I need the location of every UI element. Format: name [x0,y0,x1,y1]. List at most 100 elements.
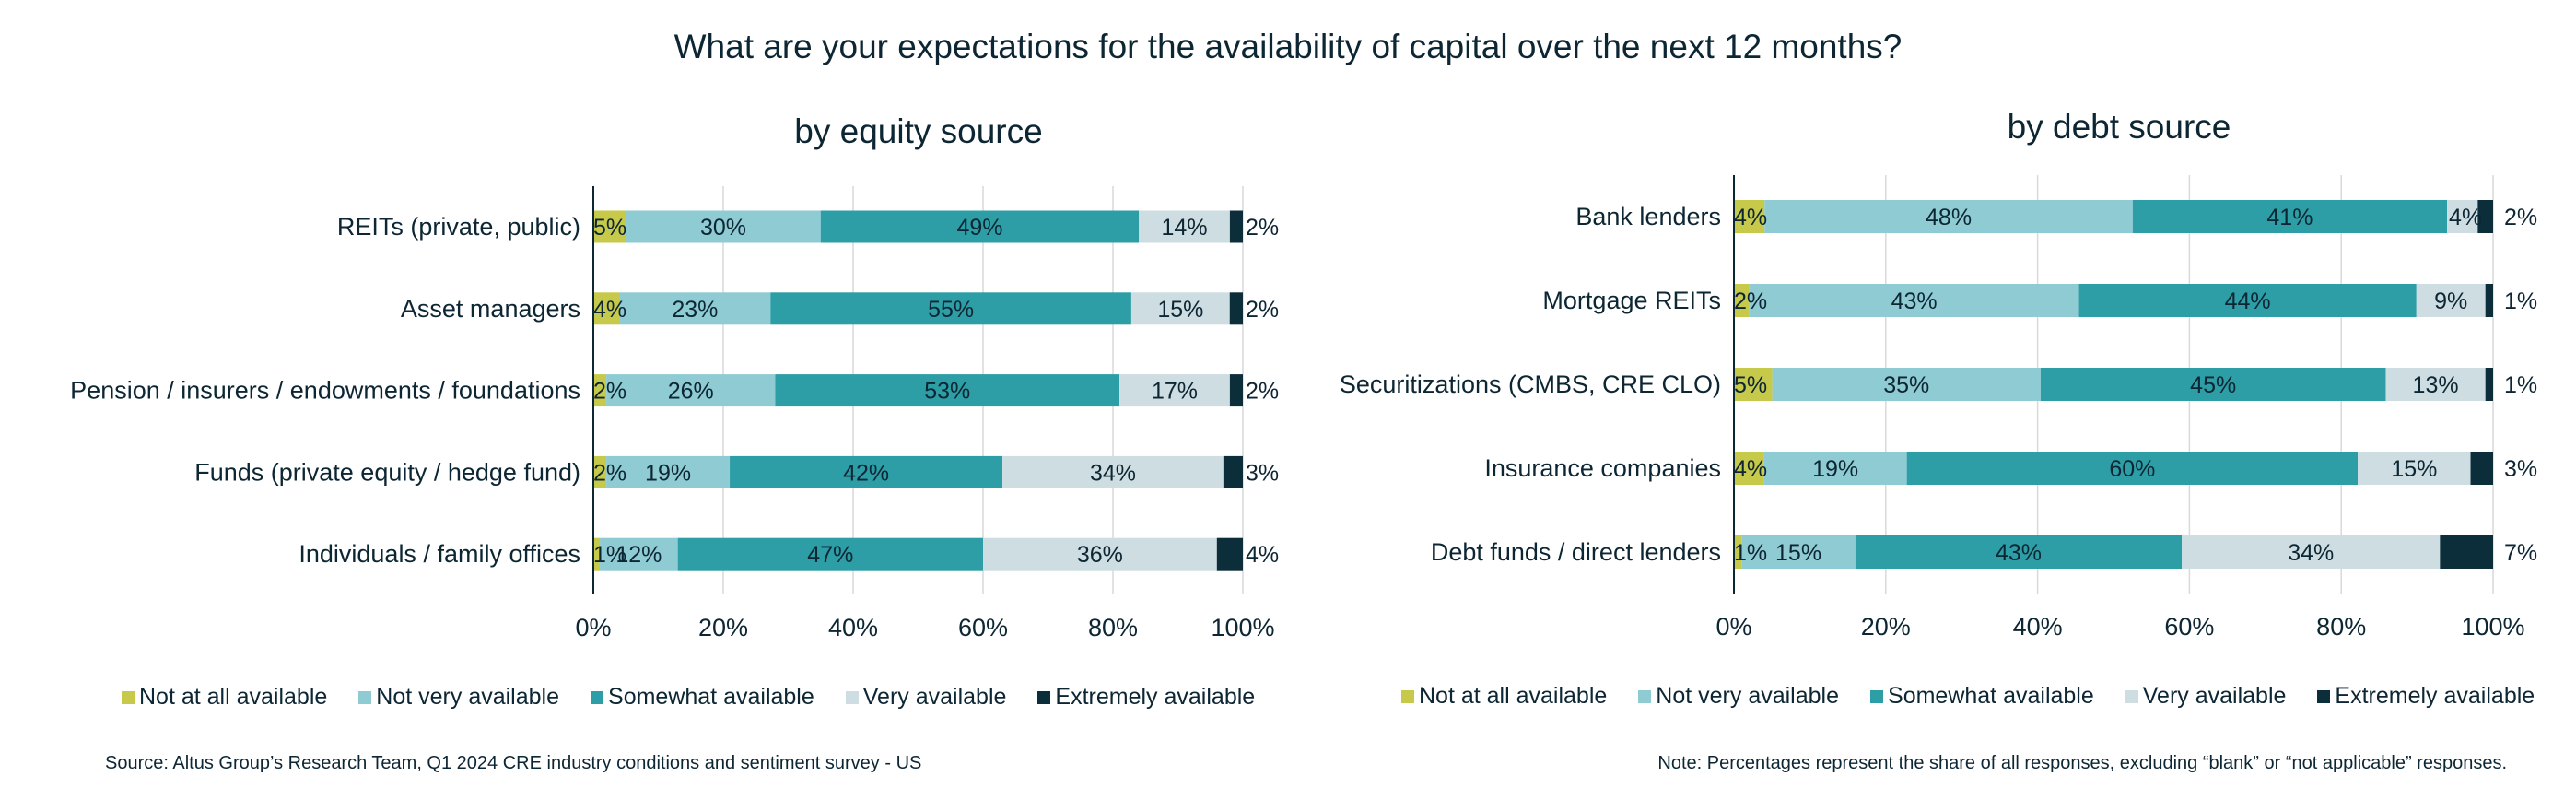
data-label: 43% [1891,288,1938,314]
legend-item: Not at all available [1401,683,1607,710]
data-label: 4% [2449,205,2482,230]
bar-segment [593,292,620,325]
bar-row: Bank lenders 4% 48% 41% 4% 2% [1575,200,2537,233]
bar-segment [1130,292,1230,325]
legend-item: Somewhat available [591,684,814,711]
bar-segment [1734,284,1750,317]
data-label: 3% [2504,456,2537,482]
legend-label: Very available [2142,683,2287,709]
category-label: REITs (private, public) [337,213,580,241]
legend-swatch [1638,689,1652,703]
bar-segment [2358,452,2471,485]
bar-row: Pension / insurers / endowments / founda… [70,374,1279,407]
bar-segment [2477,200,2493,233]
legend-item: Extremely available [2317,683,2535,710]
data-label: 4% [1734,205,1767,230]
data-label: 2% [2504,205,2537,230]
bar-segment [593,537,601,571]
category-label: Debt funds / direct lenders [1431,538,1721,566]
bar-segment [2416,284,2486,317]
data-label: 23% [672,297,718,323]
bar-row: REITs (private, public) 5% 30% 49% 14% 2% [337,210,1279,243]
legend-label: Somewhat available [1888,683,2094,709]
data-label: 4% [1734,456,1767,482]
data-label: 4% [593,297,626,323]
data-label: 1% [1734,540,1767,566]
data-label: 17% [1152,379,1198,405]
bar-row: Individuals / family offices 1%12% 47% 36% 4… [299,537,1279,571]
data-label: 5% [1734,372,1767,398]
bar-segment [2485,284,2493,317]
bar-segment [1223,455,1243,488]
data-label: 55% [928,297,974,323]
data-label: 43% [1996,540,2042,566]
legend-swatch [845,690,859,704]
source-note: Source: Altus Group’s Research Team, Q1 … [105,753,922,773]
legend-item: Not very available [358,684,559,711]
x-tick-label: 0% [1715,613,1751,641]
data-label: 1% [2504,372,2537,398]
category-label: Funds (private equity / hedge fund) [194,458,580,486]
legend-item: Extremely available [1037,684,1255,711]
footnote: Note: Percentages represent the share of… [1657,753,2507,773]
legend-item: Not very available [1638,683,1839,710]
bar-row: Funds (private equity / hedge fund) 2% 19%… [194,455,1279,488]
legend-label: Not at all available [1419,683,1608,709]
bar-segment [2485,368,2493,401]
bar-segment [730,455,1003,488]
bar-segment [1855,535,2183,569]
bar-segment [2078,284,2417,317]
bar-segment [626,210,821,243]
bar-segment [619,292,771,325]
chart-title-equity: by equity source [794,112,1042,150]
data-label: 19% [645,460,691,486]
bar-segment [1763,452,1907,485]
category-label: Insurance companies [1484,454,1721,482]
bar-segment [2385,368,2486,401]
data-label: 42% [843,460,889,486]
x-tick-label: 40% [828,614,878,641]
x-tick-label: 20% [698,614,748,641]
category-label: Securitizations (CMBS, CRE CLO) [1340,371,1721,398]
bar-segment [1734,535,1742,569]
data-label: 60% [2109,456,2155,482]
legend-swatch [2317,689,2331,703]
legend-swatch [358,690,372,704]
bar-segment [2440,535,2493,569]
data-label: 15% [2391,456,2437,482]
data-label: 12% [615,542,662,568]
category-label: Mortgage REITs [1542,287,1721,314]
bar-segment [2132,200,2448,233]
bar-row: Insurance companies 4% 19% 60% 15% 3% [1484,452,2537,485]
legend-item: Not at all available [122,684,327,711]
data-label: 2% [1246,297,1279,323]
data-label: 49% [956,215,1002,241]
data-label: 3% [1246,460,1279,486]
x-tick-label: 60% [2164,613,2214,641]
legend-label: Very available [862,684,1007,710]
bar-row: Debt funds / direct lenders 1% 15% 43% 34% 7% [1431,535,2537,569]
legend-swatch [2125,689,2138,703]
category-label: Asset managers [401,295,580,323]
bar-segment [1734,452,1764,485]
bar-segment [1749,284,2079,317]
legend-label: Not very available [376,684,560,710]
bar-segment [2182,535,2441,569]
bar-segment [1734,200,1765,233]
data-label: 2% [1246,215,1279,241]
data-label: 45% [2190,372,2236,398]
data-label: 15% [1775,540,1821,566]
bar-row: Mortgage REITs 2% 43% 44% 9% 1% [1542,284,2537,317]
x-tick-label: 80% [2316,613,2366,641]
data-label: 13% [2413,372,2459,398]
data-label: 26% [668,379,714,405]
data-label: 9% [2434,288,2467,314]
bar-row: Asset managers 4% 23% 55% 15% 2% [401,292,1279,325]
data-label: 7% [2504,540,2537,566]
data-label: 1% [593,542,626,568]
bar-segment [1216,537,1243,571]
data-label: 44% [2225,288,2271,314]
data-label: 34% [2288,540,2334,566]
bar-segment [677,537,983,571]
